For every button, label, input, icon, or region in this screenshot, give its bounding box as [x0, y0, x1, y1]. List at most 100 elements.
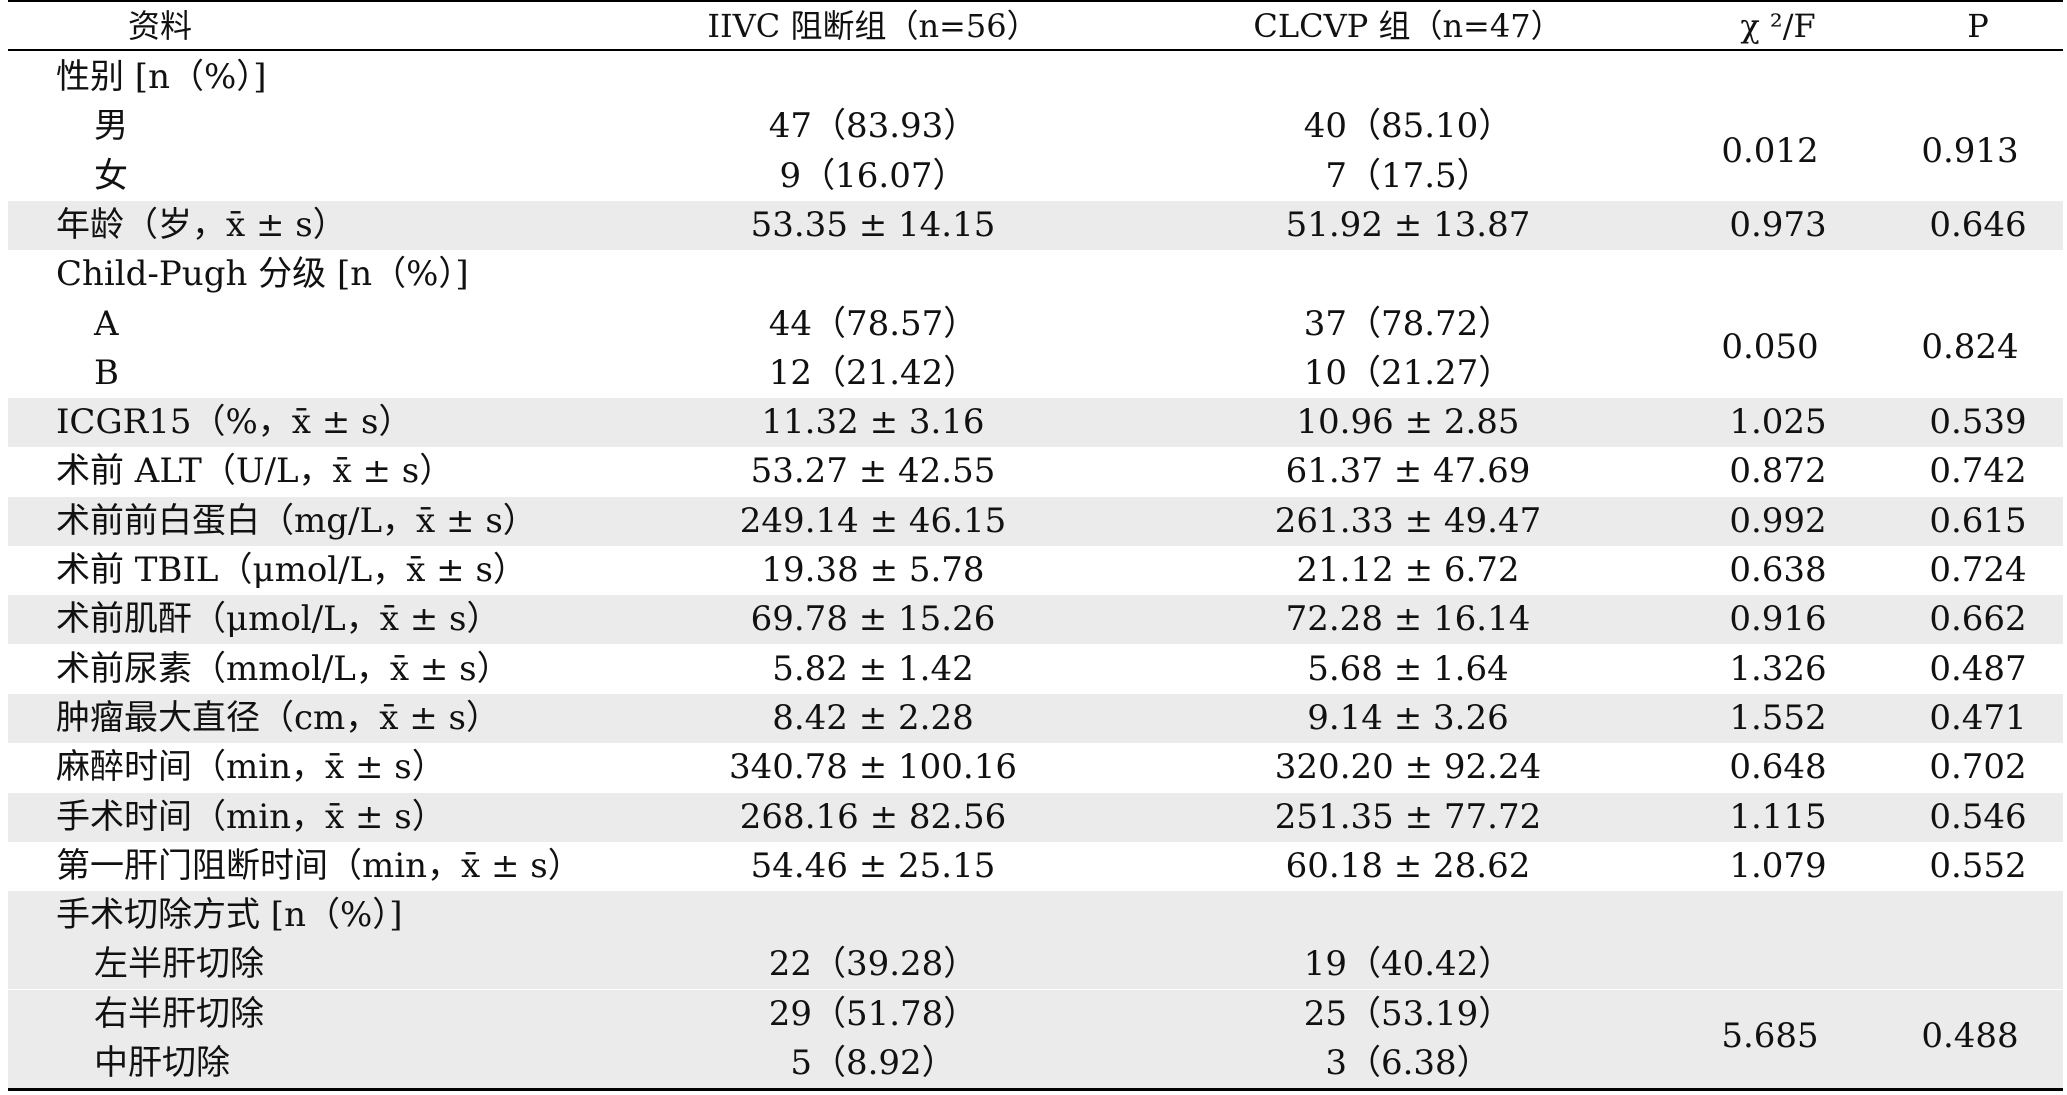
header-rule — [8, 49, 2063, 51]
table-row: 术前 TBIL（μmol/L，x̄ ± s） 19.38 ± 5.78 21.12 … — [8, 546, 2063, 595]
row-label: 右半肝切除 — [94, 993, 264, 1034]
row-stat-value: 0.992 — [1729, 500, 1827, 541]
row-p-value: 0.662 — [1929, 599, 2027, 640]
merged-p-sex: 0.913 — [1921, 131, 2019, 171]
row-group2-value: 320.20 ± 92.24 — [1274, 747, 1542, 788]
row-p-value: 0.487 — [1929, 648, 2027, 689]
table-row: 中肝切除 5（8.92） 3（6.38） — [8, 1039, 2063, 1088]
row-label: 术前 TBIL（μmol/L，x̄ ± s） — [56, 550, 527, 590]
row-group2-value: 3（6.38） — [1325, 1043, 1491, 1083]
header-stat: χ ²/F — [1740, 7, 1816, 45]
table-row: B 12（21.42） 10（21.27） — [8, 349, 2063, 398]
row-stat-value: 1.025 — [1729, 402, 1827, 443]
merged-p-resection: 0.488 — [1921, 1016, 2019, 1056]
row-stat-value: 0.648 — [1729, 747, 1827, 788]
row-p-value: 0.615 — [1929, 500, 2027, 541]
row-p-value: 0.539 — [1929, 402, 2027, 443]
row-group2-value: 61.37 ± 47.69 — [1285, 451, 1531, 492]
row-group1-value: 249.14 ± 46.15 — [739, 500, 1007, 541]
row-p-value: 0.702 — [1929, 747, 2027, 788]
row-label: 术前前白蛋白（mg/L，x̄ ± s） — [56, 500, 537, 541]
merged-stat-childpugh: 0.050 — [1721, 327, 1819, 367]
table-row: ICGR15（%，x̄ ± s） 11.32 ± 3.16 10.96 ± 2.85… — [8, 398, 2063, 448]
row-label: 手术时间（min，x̄ ± s） — [56, 796, 446, 837]
row-group1-value: 19.38 ± 5.78 — [761, 550, 985, 590]
row-group1-value — [568, 53, 1178, 102]
row-label: Child-Pugh 分级 [n（%）] — [56, 254, 469, 295]
row-p-value — [1858, 891, 2067, 940]
row-label: 中肝切除 — [94, 1043, 230, 1083]
row-group2-value: 25（53.19） — [1303, 993, 1513, 1034]
row-group2-value — [1108, 891, 1708, 940]
row-group2-value: 5.68 ± 1.64 — [1307, 648, 1509, 689]
row-stat-value: 0.872 — [1729, 451, 1827, 492]
row-group2-value: 9.14 ± 3.26 — [1307, 697, 1509, 738]
row-label: A — [94, 303, 119, 344]
merged-p-childpugh: 0.824 — [1921, 327, 2019, 367]
table-row: 手术时间（min，x̄ ± s） 268.16 ± 82.56 251.35 ± 7… — [8, 792, 2063, 842]
row-p-value — [1858, 250, 2067, 299]
table-row: 手术切除方式 [n（%）] — [8, 891, 2063, 941]
row-label: 年龄（岁，x̄ ± s） — [56, 204, 347, 245]
row-label: B — [94, 352, 119, 393]
row-group2-value: 7（17.5） — [1325, 155, 1491, 196]
row-group1-value — [568, 250, 1178, 299]
row-label: 术前尿素（mmol/L，x̄ ± s） — [56, 648, 511, 689]
table-row: 第一肝门阻断时间（min，x̄ ± s） 54.46 ± 25.15 60.18 ±… — [8, 842, 2063, 891]
header-group2: CLCVP 组（n=47） — [1253, 7, 1563, 45]
row-group1-value: 44（78.57） — [768, 303, 978, 344]
row-group1-value: 22（39.28） — [768, 944, 978, 985]
row-group2-value: 19（40.42） — [1303, 944, 1513, 985]
row-stat-value: 1.552 — [1729, 697, 1827, 738]
row-label: 性别 [n（%）] — [56, 57, 267, 97]
row-group1-value: 47（83.93） — [768, 106, 978, 147]
table-row: 麻醉时间（min，x̄ ± s） 340.78 ± 100.16 320.20 ± … — [8, 743, 2063, 792]
table-row: Child-Pugh 分级 [n（%）] — [8, 250, 2063, 299]
row-group1-value: 11.32 ± 3.16 — [761, 402, 985, 443]
row-stat-value: 0.916 — [1729, 599, 1827, 640]
row-group1-value: 53.27 ± 42.55 — [750, 451, 996, 492]
row-group2-value: 10（21.27） — [1303, 352, 1513, 393]
table-row: 性别 [n（%）] — [8, 53, 2063, 102]
row-label: 术前 ALT（U/L，x̄ ± s） — [56, 451, 454, 492]
row-group2-value: 21.12 ± 6.72 — [1296, 550, 1520, 590]
table-row: 术前肌酐（μmol/L，x̄ ± s） 69.78 ± 15.26 72.28 ± … — [8, 595, 2063, 645]
table-row: 左半肝切除 22（39.28） 19（40.42） — [8, 940, 2063, 990]
row-p-value: 0.742 — [1929, 451, 2027, 492]
row-group2-value: 40（85.10） — [1303, 106, 1513, 147]
table-row: 术前 ALT（U/L，x̄ ± s） 53.27 ± 42.55 61.37 ± 4… — [8, 447, 2063, 496]
row-label: 左半肝切除 — [94, 944, 264, 985]
table-row: 肿瘤最大直径（cm，x̄ ± s） 8.42 ± 2.28 9.14 ± 3.26 1… — [8, 693, 2063, 743]
table-row: 术前前白蛋白（mg/L，x̄ ± s） 249.14 ± 46.15 261.33 … — [8, 496, 2063, 546]
row-p-value: 0.471 — [1929, 697, 2027, 738]
row-group2-value: 37（78.72） — [1303, 303, 1513, 344]
row-group1-value: 268.16 ± 82.56 — [739, 796, 1007, 837]
row-p-value — [1858, 53, 2067, 102]
merged-stat-sex: 0.012 — [1721, 131, 1819, 171]
row-group2-value: 72.28 ± 16.14 — [1285, 599, 1531, 640]
row-p-value — [1858, 940, 2067, 989]
table-header: 资料 IIVC 阻断组（n=56） CLCVP 组（n=47） χ ²/F P — [8, 2, 2063, 51]
row-group2-value — [1108, 250, 1708, 299]
header-group1: IIVC 阻断组（n=56） — [707, 7, 1039, 45]
row-group2-value: 60.18 ± 28.62 — [1285, 845, 1531, 886]
row-stat-value: 1.326 — [1729, 648, 1827, 689]
row-p-value: 0.646 — [1929, 204, 2027, 245]
row-group1-value: 340.78 ± 100.16 — [728, 747, 1018, 788]
row-group1-value: 12（21.42） — [768, 352, 978, 393]
row-stat-value: 1.079 — [1729, 845, 1827, 886]
header-p: P — [1967, 7, 1989, 45]
row-group1-value: 5.82 ± 1.42 — [772, 648, 974, 689]
table-row: 术前尿素（mmol/L，x̄ ± s） 5.82 ± 1.42 5.68 ± 1.6… — [8, 645, 2063, 694]
row-group1-value — [568, 891, 1178, 940]
row-label: 女 — [94, 155, 128, 196]
row-label: ICGR15（%，x̄ ± s） — [56, 402, 413, 443]
row-group1-value: 5（8.92） — [790, 1043, 956, 1083]
row-stat-value: 1.115 — [1729, 796, 1827, 837]
bottom-rule — [8, 1088, 2063, 1091]
table-row: 男 47（83.93） 40（85.10） — [8, 102, 2063, 151]
row-group1-value: 9（16.07） — [779, 155, 967, 196]
row-group2-value — [1108, 53, 1708, 102]
merged-stat-resection: 5.685 — [1721, 1016, 1819, 1056]
